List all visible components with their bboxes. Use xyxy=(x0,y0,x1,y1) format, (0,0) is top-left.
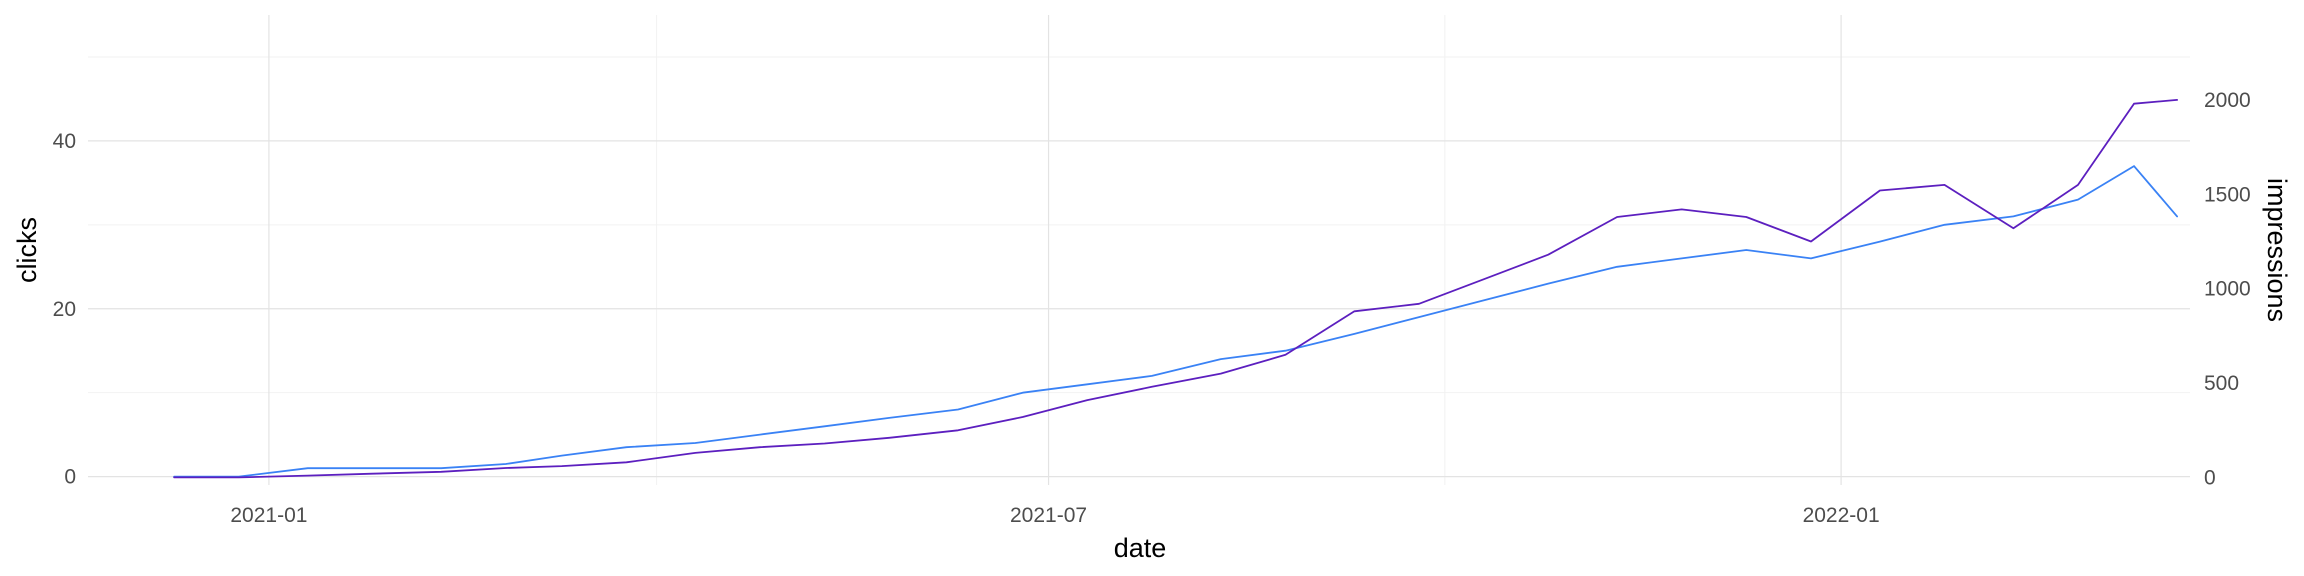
x-tick-labels: 2021-01 2021-07 2022-01 xyxy=(230,504,1879,527)
y-tick-label: 40 xyxy=(53,130,76,153)
y2-tick-label: 1000 xyxy=(2204,278,2251,301)
y-axis-title: clicks xyxy=(12,217,42,283)
grid xyxy=(88,15,2190,485)
y2-tick-label: 2000 xyxy=(2204,89,2251,112)
y-tick-labels: 0 20 40 xyxy=(53,130,76,489)
x-tick-label: 2021-01 xyxy=(230,504,307,527)
y2-tick-label: 1500 xyxy=(2204,183,2251,206)
y2-tick-label: 500 xyxy=(2204,372,2239,395)
y-tick-label: 20 xyxy=(53,298,76,321)
y-tick-label: 0 xyxy=(64,466,76,489)
x-tick-label: 2022-01 xyxy=(1803,504,1880,527)
series-line-impressions xyxy=(173,99,2179,479)
series-layer xyxy=(173,99,2179,479)
x-tick-label: 2021-07 xyxy=(1010,504,1087,527)
x-axis-title: date xyxy=(1114,533,1167,563)
y2-tick-label: 0 xyxy=(2204,466,2216,489)
y2-axis-title: impressions xyxy=(2262,178,2292,322)
series-line-clicks xyxy=(173,165,2179,478)
y2-tick-labels: 0 500 1000 1500 2000 xyxy=(2204,89,2251,490)
